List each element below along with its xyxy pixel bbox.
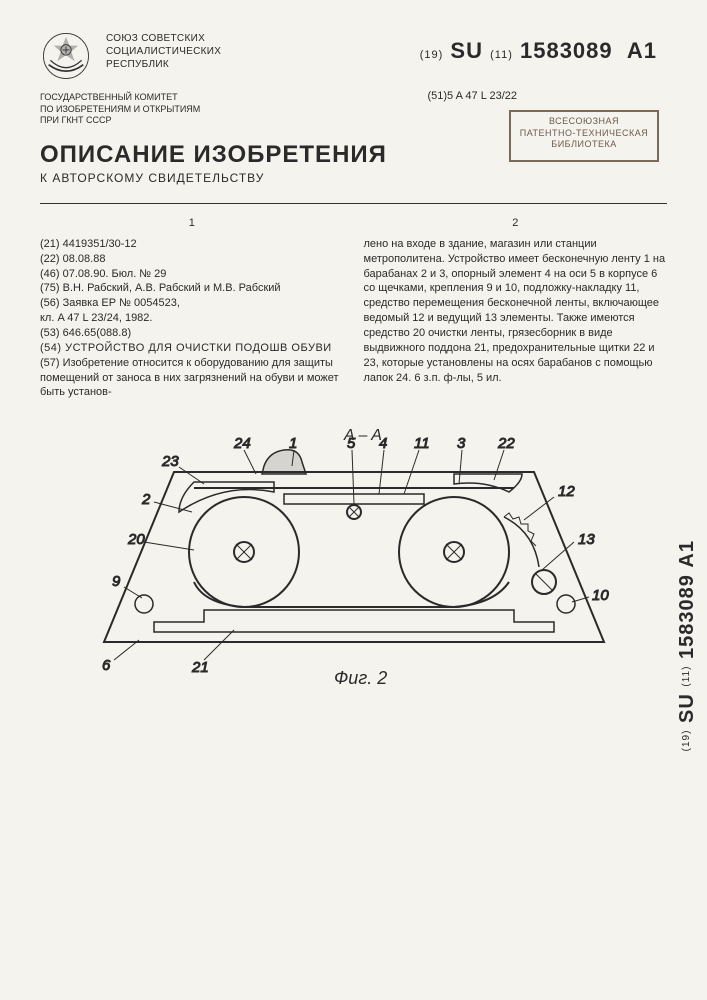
biblio-columns: 1 (21) 4419351/30-12 (22) 08.08.88 (46) … — [40, 216, 667, 400]
svg-text:4: 4 — [379, 435, 387, 452]
field-75: (75) В.Н. Рабский, А.В. Рабский и М.В. Р… — [40, 281, 344, 296]
union-line: СОЦИАЛИСТИЧЕСКИХ — [106, 45, 221, 58]
union-text: СОЮЗ СОВЕТСКИХ СОЦИАЛИСТИЧЕСКИХ РЕСПУБЛИ… — [106, 30, 221, 71]
union-line: РЕСПУБЛИК — [106, 58, 221, 71]
field-53: (53) 646.65(088.8) — [40, 326, 344, 341]
stamp-line: ПАТЕНТНО-ТЕХНИЧЕСКАЯ — [513, 128, 655, 140]
figure-caption: Фиг. 2 — [334, 668, 387, 688]
svg-text:5: 5 — [347, 435, 356, 452]
kind-code: A1 — [627, 38, 657, 63]
svg-text:13: 13 — [578, 531, 595, 548]
side-publication-number: (19) SU (11) 1583089 A1 — [676, 540, 699, 751]
svg-text:20: 20 — [127, 531, 145, 548]
stamp-line: БИБЛИОТЕКА — [513, 139, 655, 151]
figure-2: A – A — [40, 422, 667, 702]
ipc-classification: (51)5 A 47 L 23/22 — [427, 90, 517, 102]
svg-text:2: 2 — [141, 491, 151, 508]
column-number: 2 — [364, 216, 668, 231]
field-22: (22) 08.08.88 — [40, 252, 344, 267]
svg-text:22: 22 — [497, 435, 515, 452]
field-57: (57) Изобретение относится к оборудовани… — [40, 356, 344, 401]
side-number: 1583089 — [676, 574, 698, 659]
library-stamp: ВСЕСОЮЗНАЯ ПАТЕНТНО-ТЕХНИЧЕСКАЯ БИБЛИОТЕ… — [509, 110, 659, 162]
inid-11: (11) — [490, 49, 513, 61]
svg-text:9: 9 — [112, 573, 121, 590]
ipc-code: A 47 L 23/22 — [456, 90, 517, 102]
doc-number: 1583089 — [520, 38, 613, 63]
inid-51: (51)5 — [427, 90, 453, 102]
side-kind: A1 — [676, 540, 698, 568]
side-inid-11: (11) — [681, 666, 692, 687]
column-number: 1 — [40, 216, 344, 231]
svg-text:21: 21 — [191, 659, 209, 676]
abstract-continuation: лено на входе в здание, магазин или стан… — [364, 237, 668, 385]
field-21: (21) 4419351/30-12 — [40, 237, 344, 252]
inid-19: (19) — [420, 49, 444, 61]
field-46: (46) 07.08.90. Бюл. № 29 — [40, 267, 344, 282]
divider — [40, 203, 667, 204]
svg-text:12: 12 — [558, 483, 575, 500]
side-inid-19: (19) — [681, 730, 692, 752]
document-subtitle: К АВТОРСКОМУ СВИДЕТЕЛЬСТВУ — [40, 171, 667, 185]
field-56b: кл. A 47 L 23/24, 1982. — [40, 311, 344, 326]
ussr-emblem — [40, 30, 92, 82]
svg-text:23: 23 — [161, 453, 179, 470]
field-54: (54) УСТРОЙСТВО ДЛЯ ОЧИСТКИ ПОДОШВ ОБУВИ — [40, 341, 344, 356]
svg-text:3: 3 — [457, 435, 466, 452]
stamp-line: ВСЕСОЮЗНАЯ — [513, 116, 655, 128]
union-line: СОЮЗ СОВЕТСКИХ — [106, 32, 221, 45]
column-2: 2 лено на входе в здание, магазин или ст… — [364, 216, 668, 400]
svg-text:11: 11 — [414, 435, 430, 452]
column-1: 1 (21) 4419351/30-12 (22) 08.08.88 (46) … — [40, 216, 344, 400]
field-56: (56) Заявка ЕР № 0054523, — [40, 296, 344, 311]
country-code: SU — [450, 38, 483, 63]
svg-text:6: 6 — [102, 657, 111, 674]
svg-text:1: 1 — [289, 435, 297, 452]
publication-number: (19) SU (11) 1583089 A1 — [420, 38, 657, 64]
committee-line: ГОСУДАРСТВЕННЫЙ КОМИТЕТ — [40, 92, 667, 104]
side-country: SU — [676, 693, 698, 723]
svg-text:10: 10 — [592, 587, 609, 604]
svg-text:24: 24 — [233, 435, 251, 452]
